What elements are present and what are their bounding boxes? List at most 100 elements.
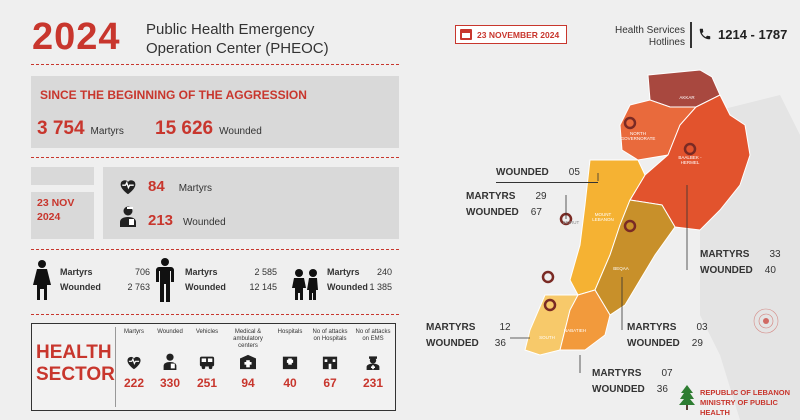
phone-icon bbox=[698, 27, 712, 44]
region-label-beqaa: BEQAA bbox=[613, 266, 629, 271]
hs-vehicles-value: 251 bbox=[196, 376, 218, 390]
hs-wounded-value: 330 bbox=[159, 376, 181, 390]
baalbek-wounded-value: 40 bbox=[764, 265, 776, 276]
hs-hospital-attacks-value: 67 bbox=[323, 376, 337, 390]
children-icon bbox=[291, 268, 321, 305]
nabatieh-wounded-label: WOUNDED bbox=[592, 384, 645, 395]
hs-ems-attacks-label: No of attacks on EMS bbox=[355, 329, 391, 342]
date-text: 23 NOVEMBER 2024 bbox=[477, 29, 560, 40]
baalbek-martyrs-value: 33 bbox=[769, 249, 781, 260]
section-divider-3 bbox=[31, 314, 399, 315]
ambulance-icon bbox=[187, 351, 227, 373]
hs-centers: Medical & ambulatory centers 94 bbox=[228, 329, 268, 390]
women-stats: Martyrs 706 Wounded 2 763 bbox=[60, 267, 150, 292]
baalbek-wounded-label: WOUNDED bbox=[700, 265, 753, 276]
heart-pulse-icon bbox=[114, 351, 154, 373]
beqaa-wounded-value: 29 bbox=[691, 338, 703, 349]
hs-martyrs: Martyrs 222 bbox=[114, 329, 154, 390]
daily-wounded-value: 213 bbox=[148, 212, 174, 229]
wounded-person-icon bbox=[150, 351, 190, 373]
daily-date: 23 NOV 2024 bbox=[37, 196, 74, 224]
hotline-label: Health Services Hotlines bbox=[603, 25, 685, 49]
beirut-stats: MARTYRS 29 WOUNDED 67 bbox=[466, 191, 547, 218]
section-divider-2 bbox=[31, 249, 399, 250]
north-wounded-stat: WOUNDED 05 bbox=[496, 167, 580, 178]
hs-vehicles-label: Vehicles bbox=[195, 329, 219, 335]
north-leader-line bbox=[496, 182, 598, 183]
daily-wounded-label: Wounded bbox=[183, 217, 226, 228]
daily-martyrs: 84 Martyrs bbox=[148, 178, 212, 195]
calendar-icon bbox=[460, 29, 472, 40]
daily-date-panel bbox=[31, 192, 94, 239]
medical-center-icon bbox=[228, 351, 268, 373]
since-beginning-panel bbox=[31, 76, 399, 148]
children-martyrs-value: 240 bbox=[376, 267, 392, 277]
ministry-logo-text: REPUBLIC OF LEBANON MINISTRY OF PUBLIC H… bbox=[700, 388, 800, 418]
daily-wounded: 213 Wounded bbox=[148, 212, 226, 229]
hotline-separator bbox=[690, 22, 692, 48]
north-wounded-value: 05 bbox=[568, 167, 580, 178]
total-wounded-value: 15 626 bbox=[155, 118, 214, 139]
south-martyrs-value: 12 bbox=[499, 322, 511, 333]
man-icon bbox=[156, 258, 174, 307]
hospital-icon bbox=[270, 351, 310, 373]
total-martyrs: 3 754 Martyrs bbox=[37, 118, 124, 140]
total-martyrs-label: Martyrs bbox=[90, 126, 124, 137]
ems-worker-icon bbox=[353, 351, 393, 373]
women-wounded-value: 2 763 bbox=[127, 282, 150, 292]
children-stats: Martyrs 240 Wounded 1 385 bbox=[327, 267, 392, 292]
health-sector-title-1: HEALTH bbox=[36, 342, 112, 363]
title-line-2: Operation Center (PHEOC) bbox=[146, 40, 329, 57]
nabatieh-martyrs-value: 07 bbox=[661, 368, 673, 379]
women-martyrs-value: 706 bbox=[134, 267, 150, 277]
men-martyrs-value: 2 585 bbox=[254, 267, 277, 277]
map-pulse-outer bbox=[753, 308, 779, 334]
region-label-beirut: BEIRUT bbox=[562, 220, 580, 225]
daily-date-line-2: 2024 bbox=[37, 211, 61, 223]
south-stats: MARTYRS 12 WOUNDED 36 bbox=[426, 322, 511, 349]
hs-ems-attacks: No of attacks on EMS 231 bbox=[353, 329, 393, 390]
region-label-baalbek: BAALBEK - HERMEL bbox=[678, 155, 702, 165]
region-nabatieh bbox=[559, 289, 611, 351]
hotline-numbers: 1214 - 1787 bbox=[718, 27, 788, 42]
beirut-martyrs-label: MARTYRS bbox=[466, 191, 516, 202]
woman-icon bbox=[33, 260, 51, 305]
since-beginning-title: SINCE THE BEGINNING OF THE AGGRESSION bbox=[40, 88, 307, 102]
south-wounded-label: WOUNDED bbox=[426, 338, 479, 349]
south-wounded-value: 36 bbox=[494, 338, 506, 349]
hospital-attack-icon bbox=[310, 351, 350, 373]
hotline-label-1: Health Services bbox=[614, 25, 685, 36]
daily-martyrs-label: Martyrs bbox=[178, 183, 213, 194]
cedar-logo-icon bbox=[678, 383, 696, 416]
hs-martyrs-label: Martyrs bbox=[124, 329, 144, 335]
men-martyrs-label: Martyrs bbox=[185, 267, 218, 277]
hs-wounded-label: Wounded bbox=[157, 329, 183, 335]
health-sector-title: HEALTH SECTOR bbox=[36, 342, 115, 386]
children-wounded-value: 1 385 bbox=[369, 282, 392, 292]
beqaa-martyrs-value: 03 bbox=[696, 322, 708, 333]
nabatieh-martyrs-label: MARTYRS bbox=[592, 368, 642, 379]
region-label-south: SOUTH bbox=[539, 335, 555, 340]
hs-hospital-attacks: No of attacks on Hospitals 67 bbox=[310, 329, 350, 390]
men-stats: Martyrs 2 585 Wounded 12 145 bbox=[185, 267, 277, 292]
beqaa-martyrs-label: MARTYRS bbox=[627, 322, 677, 333]
heart-pulse-icon bbox=[118, 177, 138, 200]
hs-martyrs-value: 222 bbox=[123, 376, 145, 390]
page-title: Public Health Emergency Operation Center… bbox=[146, 20, 329, 58]
header-divider bbox=[31, 64, 399, 65]
marker-mount bbox=[541, 270, 555, 284]
region-label-north: NORTH GOVERNORATE bbox=[620, 131, 656, 141]
region-label-nabatieh: NABATIEH bbox=[563, 328, 587, 333]
marker-south bbox=[543, 298, 557, 312]
region-label-mount: MOUNT LEBANON bbox=[592, 212, 614, 222]
title-line-1: Public Health Emergency bbox=[146, 21, 315, 38]
logo-line-2: MINISTRY OF PUBLIC HEALTH bbox=[700, 398, 778, 417]
daily-martyrs-value: 84 bbox=[148, 178, 165, 195]
men-wounded-label: Wounded bbox=[185, 282, 226, 292]
hs-wounded: Wounded 330 bbox=[150, 329, 190, 390]
beirut-martyrs-value: 29 bbox=[535, 191, 547, 202]
hs-vehicles: Vehicles 251 bbox=[187, 329, 227, 390]
year-heading: 2024 bbox=[32, 16, 121, 58]
map-pulse-center bbox=[763, 318, 769, 324]
south-martyrs-label: MARTYRS bbox=[426, 322, 476, 333]
